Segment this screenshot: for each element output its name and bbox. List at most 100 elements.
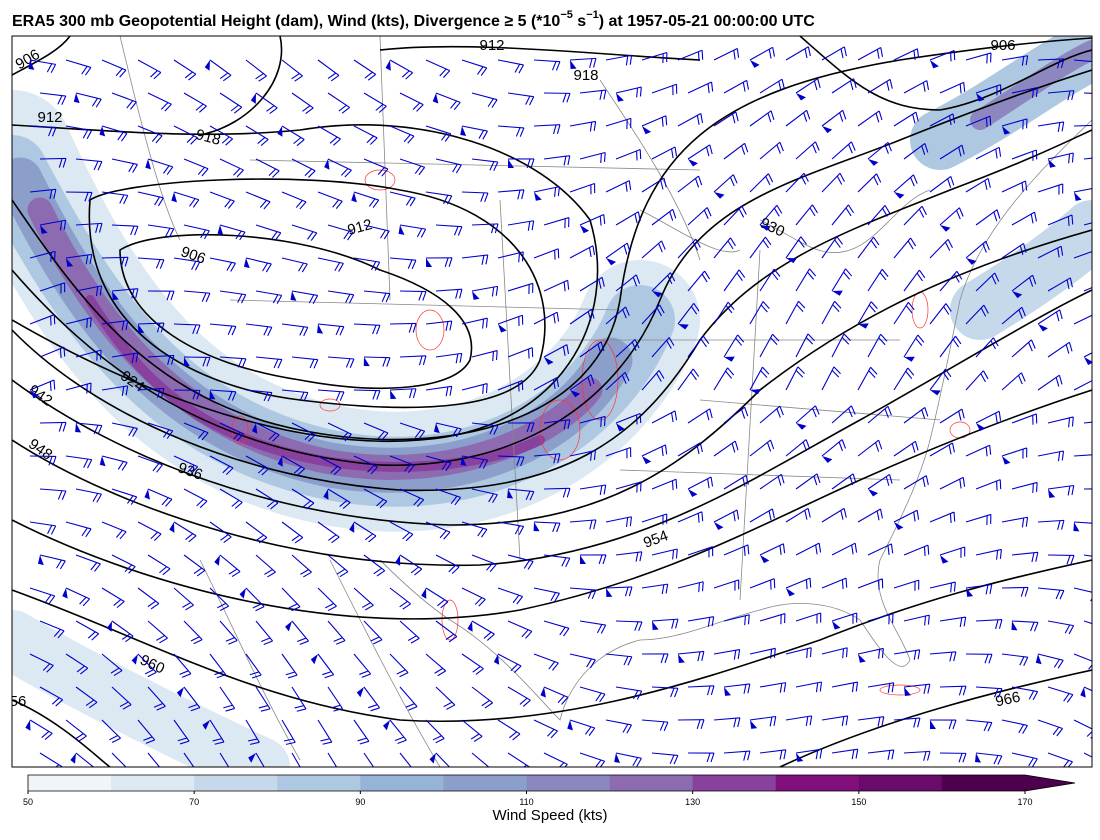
colorbar-bin: [277, 775, 361, 791]
title-part: ) at 1957-05-21 00:00:00 UTC: [599, 13, 816, 30]
barb-tick: [676, 479, 677, 488]
colorbar-bin: [194, 775, 278, 791]
barb-tick: [188, 771, 197, 774]
barb-tick: [637, 415, 638, 424]
barb-tick: [601, 153, 602, 162]
barb-tick: [1096, 524, 1100, 533]
barb-tick: [1072, 215, 1073, 224]
barb-tick: [672, 481, 673, 490]
barb-tick: [748, 545, 749, 554]
colorbar-tick-label: 90: [355, 797, 365, 807]
barb-tick: [810, 648, 811, 657]
colorbar-bin: [776, 775, 860, 791]
barb-tick: [330, 772, 339, 774]
barb-tick: [1094, 455, 1096, 464]
barb-tick: [748, 615, 749, 624]
colorbar-bin: [942, 775, 1026, 791]
colorbar-tick-label: 110: [519, 797, 533, 807]
barb-tick: [702, 582, 703, 591]
barb-tick: [846, 578, 847, 587]
barb-tick: [1096, 62, 1100, 71]
contour-label: 906: [990, 37, 1015, 54]
barb-tick: [64, 347, 65, 356]
contour-label: 912: [479, 37, 504, 54]
colorbar-extension: [1025, 775, 1075, 791]
barb-tick: [1094, 314, 1095, 323]
barb-tick: [85, 767, 93, 772]
barb-staff: [1074, 125, 1100, 126]
title-part: −5: [560, 9, 573, 21]
map-area: 906 912 918 912 906 924 942 948 936 930 …: [10, 36, 1100, 777]
barb-tick: [1094, 380, 1095, 389]
barb-tick: [258, 772, 267, 774]
colorbar-tick-label: 70: [189, 797, 199, 807]
barb-tick: [640, 413, 641, 422]
barb-tick: [497, 351, 498, 360]
barb-tick: [1094, 594, 1099, 602]
barb-tick: [990, 116, 991, 125]
colorbar-tick-label: 50: [23, 797, 33, 807]
barb-tick: [87, 319, 88, 328]
barb-tick: [1092, 62, 1096, 71]
colorbar-bin: [360, 775, 444, 791]
barb-tick: [986, 118, 987, 127]
barb-tick: [90, 318, 91, 327]
barb-tick: [222, 772, 231, 774]
barb-tick: [97, 351, 98, 360]
barb-tick: [924, 547, 925, 556]
barb-tick: [605, 416, 606, 425]
barb-tick: [119, 769, 127, 773]
barb-tick: [493, 352, 494, 361]
colorbar: 50 70 90 110 130 150 170: [23, 775, 1075, 807]
barb-tick: [950, 514, 951, 523]
barb-tick: [483, 385, 484, 394]
barb-tick: [807, 649, 808, 658]
title-part: s: [573, 13, 586, 30]
barb-tick: [846, 648, 847, 657]
barb-tick: [367, 771, 376, 774]
barb-tick: [1037, 482, 1038, 491]
colorbar-tick-label: 150: [851, 797, 866, 807]
barb-tick: [487, 384, 488, 393]
barb-tick: [1097, 313, 1098, 322]
barb-tick: [1093, 125, 1096, 134]
title-part: −1: [586, 9, 599, 21]
barb-tick: [88, 769, 96, 774]
barb-tick: [51, 252, 52, 261]
barb-tick: [1094, 188, 1095, 197]
barb-tick: [698, 52, 699, 61]
barb-tick: [842, 580, 843, 589]
barb-tick: [1098, 187, 1099, 196]
title-part: ERA5 300 mb Geopotential Height (dam), W…: [12, 13, 560, 30]
barb-tick: [153, 770, 162, 773]
barb-tick: [522, 767, 529, 773]
colorbar-tick-label: 130: [685, 797, 700, 807]
barb-tick: [481, 767, 489, 772]
contour-label: 918: [573, 67, 598, 84]
barb-tick: [601, 417, 602, 426]
barb-tick: [484, 770, 492, 775]
barb-tick: [810, 578, 811, 587]
barb-tick: [744, 546, 745, 555]
colorbar-bin: [111, 775, 195, 791]
barb-tick: [1092, 663, 1098, 670]
colorbar-bin: [693, 775, 777, 791]
colorbar-bin: [859, 775, 943, 791]
barb-tick: [101, 350, 102, 359]
barb-tick: [806, 580, 807, 589]
colorbar-bin: [610, 775, 694, 791]
barb-tick: [60, 349, 61, 358]
barb-tick: [55, 251, 56, 260]
colorbar-tick-label: 170: [1017, 797, 1032, 807]
barb-staff: [354, 390, 380, 391]
barb-tick: [928, 545, 929, 554]
colorbar-label: Wind Speed (kts): [492, 807, 607, 824]
barb-tick: [405, 770, 414, 773]
barb-tick: [1068, 216, 1069, 225]
barb-tick: [50, 382, 51, 391]
barb-tick: [843, 649, 844, 658]
barb-tick: [54, 380, 55, 389]
barb-tick: [605, 152, 606, 161]
